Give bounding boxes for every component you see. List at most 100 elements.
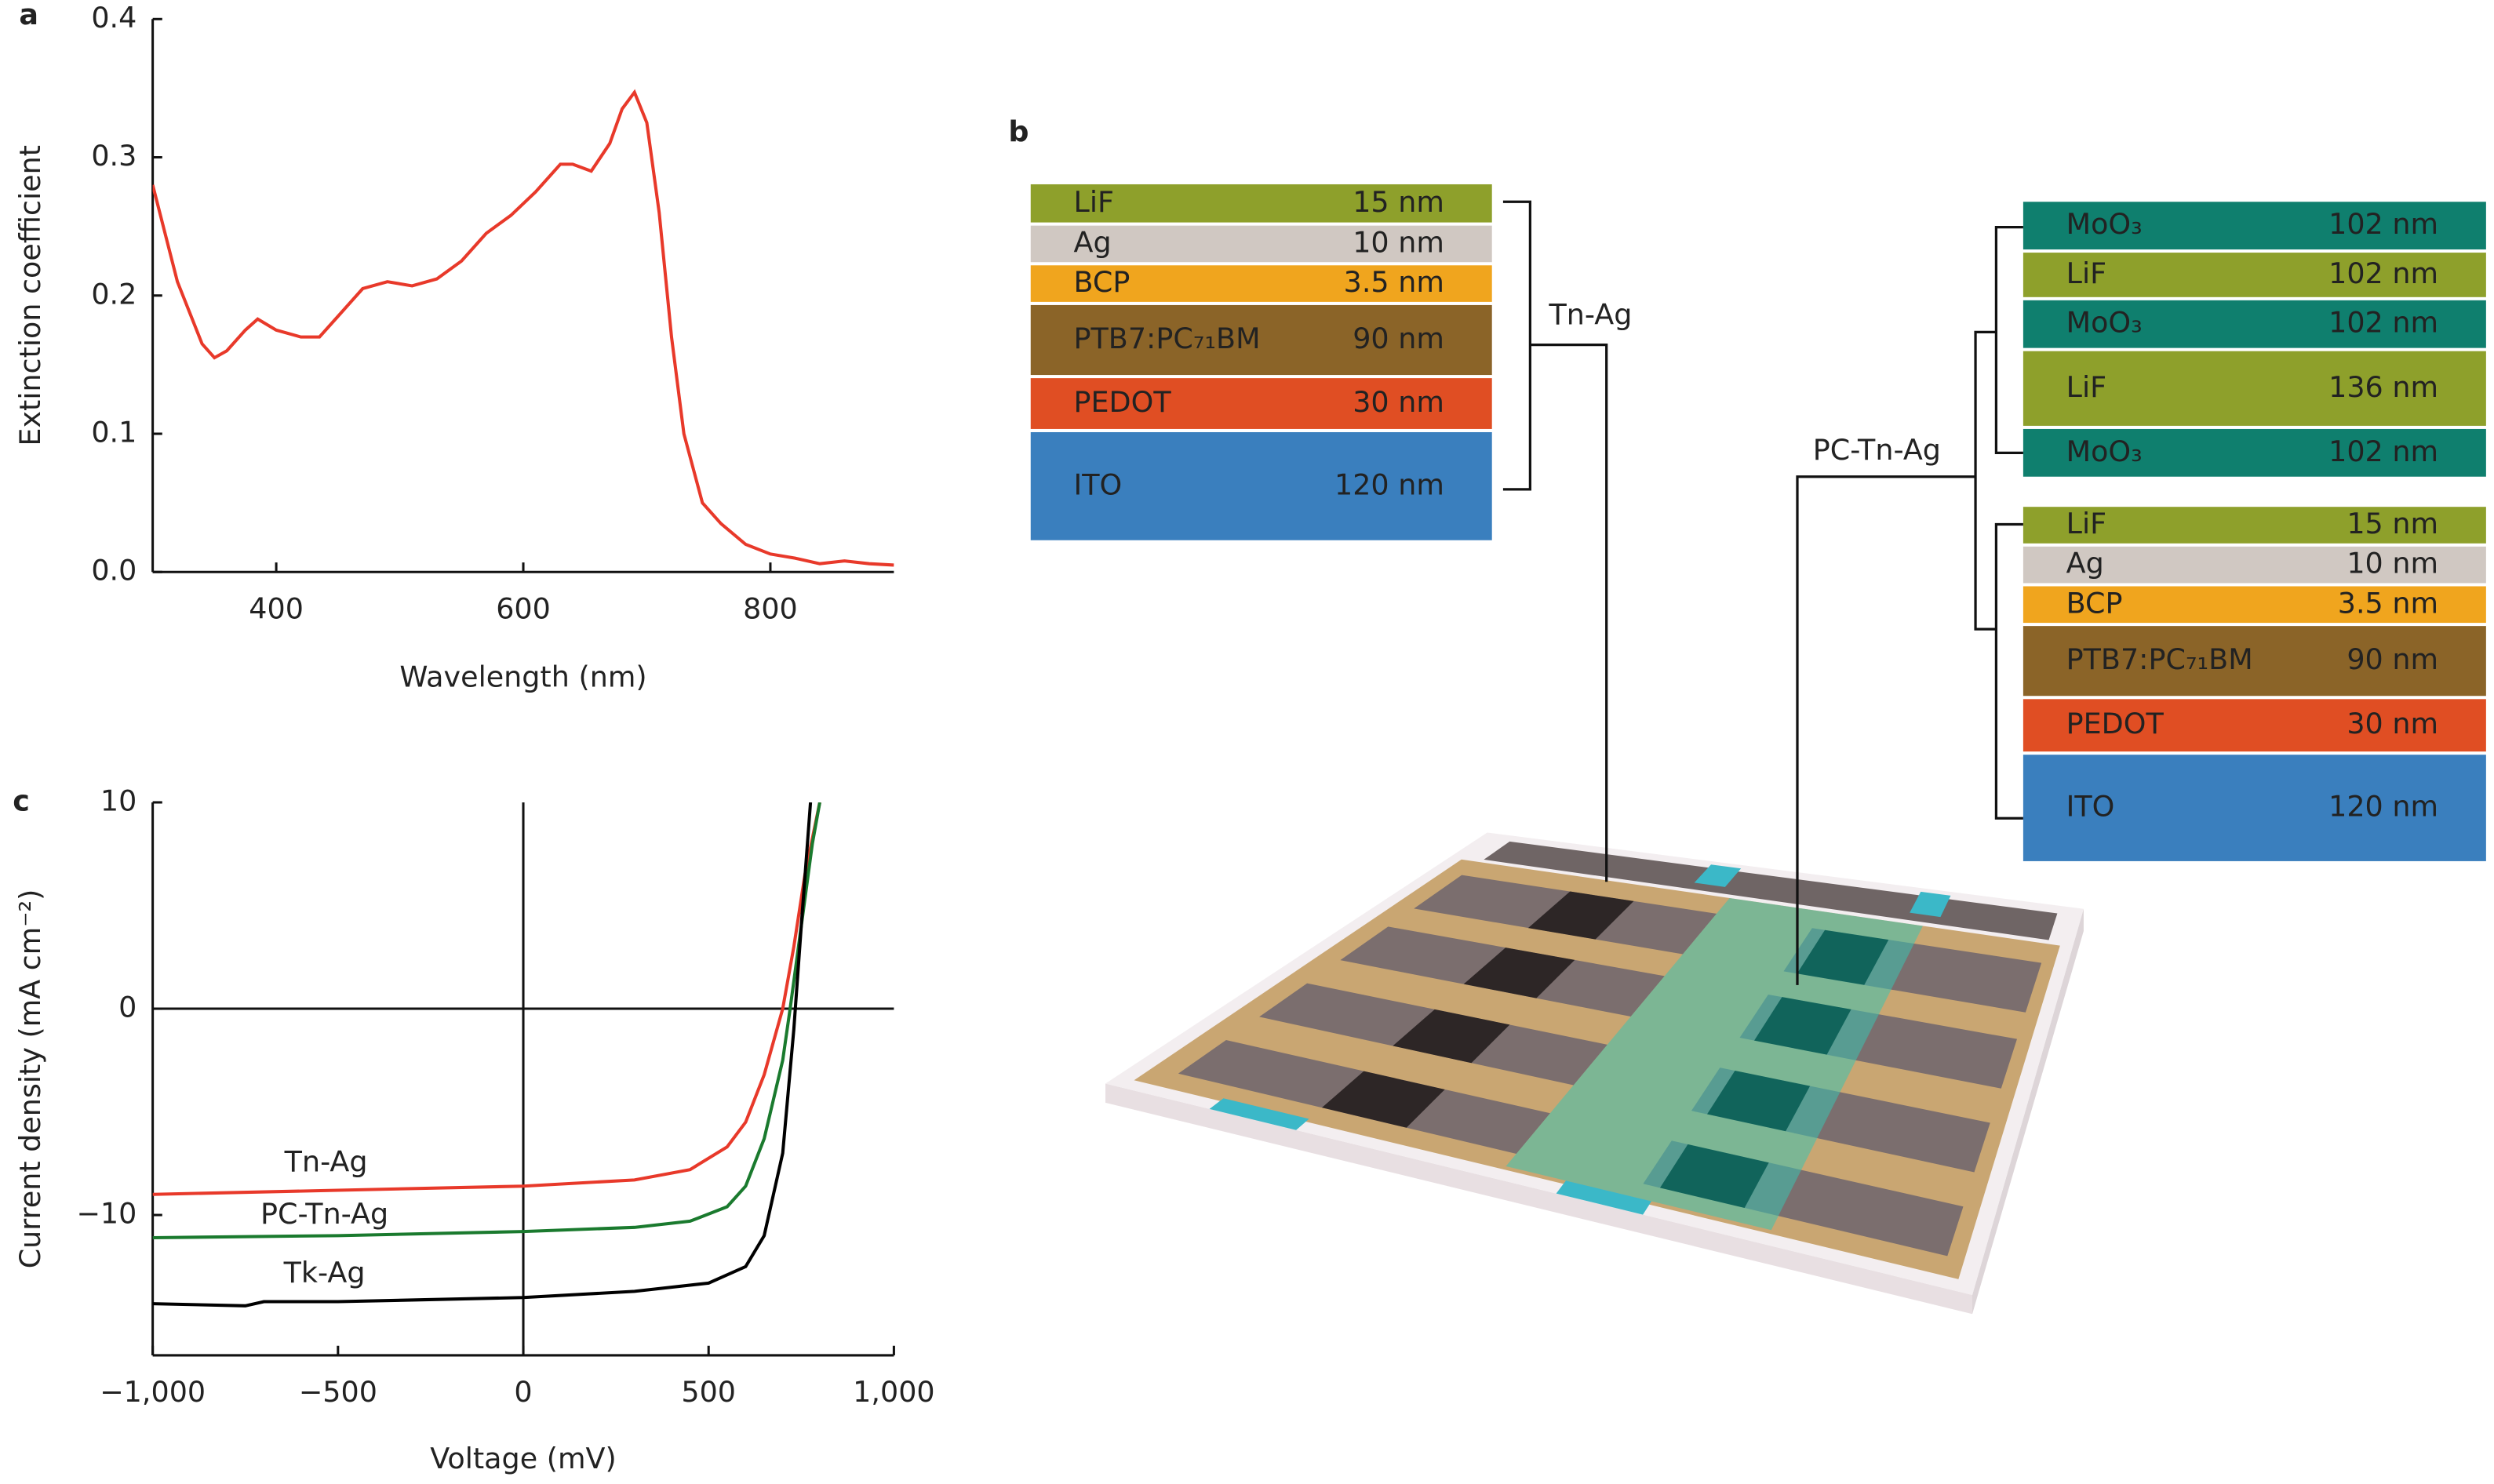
- x-axis-label: Voltage (mV): [430, 1442, 616, 1475]
- x-tick-label: 1,000: [853, 1375, 934, 1409]
- pad-active: [1393, 1009, 1510, 1064]
- panel-label: b: [1008, 115, 1029, 149]
- x-tick-label: 600: [496, 591, 551, 625]
- contact: [1209, 1098, 1309, 1130]
- layer-name: PEDOT: [1074, 385, 1172, 419]
- x-tick-label: −500: [299, 1375, 377, 1409]
- layer: [1030, 378, 1492, 429]
- y-tick-label: 0.1: [91, 416, 137, 449]
- layer-name: PEDOT: [2066, 707, 2165, 740]
- layer-thickness: 90 nm: [1353, 322, 1444, 355]
- layer-thickness: 3.5 nm: [1344, 265, 1444, 299]
- layer-name: LiF: [2066, 256, 2106, 290]
- substrate-edge: [1105, 1083, 1973, 1315]
- layer-name: ITO: [2066, 790, 2115, 824]
- y-tick-label: 0.3: [91, 139, 137, 173]
- connector: [1502, 200, 1532, 491]
- series-label: Tn-Ag: [284, 1144, 368, 1178]
- layer-thickness: 120 nm: [1334, 467, 1444, 501]
- connector: [1994, 226, 2023, 454]
- y-axis-label: Current density (mA cm⁻²): [13, 889, 47, 1269]
- x-tick-label: −1,000: [100, 1375, 206, 1409]
- layer-thickness: 10 nm: [2347, 547, 2438, 580]
- layer-name: Ag: [2066, 547, 2104, 580]
- layer-thickness: 30 nm: [1353, 385, 1444, 419]
- layer: [2023, 626, 2486, 697]
- connector: [1796, 475, 1976, 985]
- layer-thickness: 102 nm: [2328, 435, 2438, 468]
- y-tick-label: 0.2: [91, 277, 137, 311]
- layer-thickness: 15 nm: [2347, 507, 2438, 540]
- transparent-stack: [1506, 897, 1923, 1231]
- y-tick-label: −10: [76, 1197, 137, 1231]
- pad-active: [1706, 1071, 1811, 1132]
- layer: [2023, 586, 2486, 624]
- layer-name: MoO₃: [2066, 435, 2143, 468]
- x-axis-label: Wavelength (nm): [399, 660, 646, 693]
- series-line: [152, 89, 894, 567]
- x-tick-label: 400: [249, 591, 304, 625]
- contact: [1910, 891, 1951, 918]
- layer-thickness: 90 nm: [2347, 642, 2438, 676]
- layer-name: ITO: [1074, 467, 1123, 501]
- y-tick-label: 10: [100, 784, 137, 817]
- layer: [1030, 304, 1492, 376]
- layer: [2023, 507, 2486, 544]
- series-line: [152, 802, 821, 1240]
- layer-thickness: 102 nm: [2328, 306, 2438, 340]
- layer-name: PTB7:PC₇₁BM: [2066, 642, 2253, 676]
- back-strip: [1484, 841, 2058, 940]
- layer-name: MoO₃: [2066, 207, 2143, 241]
- layer: [1030, 431, 1492, 540]
- layer-thickness: 10 nm: [1353, 225, 1444, 259]
- layer: [1030, 225, 1492, 263]
- stack-label: PC-Tn-Ag: [1813, 433, 1941, 467]
- pad-active: [1797, 929, 1889, 985]
- y-tick-label: 0.0: [91, 554, 137, 587]
- layer: [2023, 351, 2486, 426]
- x-tick-label: 500: [681, 1375, 736, 1409]
- device-illustration: [1105, 832, 2084, 1315]
- layer-thickness: 30 nm: [2347, 707, 2438, 740]
- layer-thickness: 3.5 nm: [2338, 586, 2438, 620]
- y-tick-label: 0.4: [91, 1, 137, 35]
- pad-active: [1322, 1071, 1445, 1128]
- pad-active: [1527, 891, 1634, 940]
- layer: [2023, 699, 2486, 752]
- x-tick-label: 0: [514, 1375, 532, 1409]
- layer-thickness: 102 nm: [2328, 256, 2438, 290]
- layer-thickness: 102 nm: [2328, 207, 2438, 241]
- panel-label: c: [13, 784, 30, 817]
- layer-thickness: 120 nm: [2328, 790, 2438, 824]
- layer-name: Ag: [1074, 225, 1112, 259]
- panel-label: a: [19, 0, 38, 31]
- connector: [1974, 330, 1997, 631]
- layer-thickness: 15 nm: [1353, 185, 1444, 219]
- series-line: [152, 802, 813, 1308]
- substrate-edge: [1972, 908, 2084, 1315]
- layer: [2023, 300, 2486, 348]
- layer-name: PTB7:PC₇₁BM: [1074, 322, 1261, 355]
- layer: [2023, 428, 2486, 477]
- connector: [1994, 522, 2023, 820]
- y-axis-label: Extinction coefficient: [13, 145, 47, 446]
- contact: [1694, 864, 1742, 887]
- layer-name: LiF: [2066, 507, 2106, 540]
- contact: [1556, 1180, 1652, 1215]
- layer: [2023, 546, 2486, 584]
- layer-thickness: 136 nm: [2328, 370, 2438, 404]
- y-tick-label: 0: [118, 991, 137, 1024]
- pad-active: [1463, 948, 1575, 998]
- connector: [1530, 343, 1608, 882]
- layer: [1030, 184, 1492, 223]
- layer: [2023, 253, 2486, 297]
- layer: [2023, 755, 2486, 861]
- series-line: [152, 802, 821, 1196]
- layer-name: LiF: [2066, 370, 2106, 404]
- layer: [2023, 202, 2486, 250]
- layer-name: BCP: [2066, 586, 2123, 620]
- layer-name: MoO₃: [2066, 306, 2143, 340]
- layer-name: BCP: [1074, 265, 1130, 299]
- layer: [1030, 265, 1492, 302]
